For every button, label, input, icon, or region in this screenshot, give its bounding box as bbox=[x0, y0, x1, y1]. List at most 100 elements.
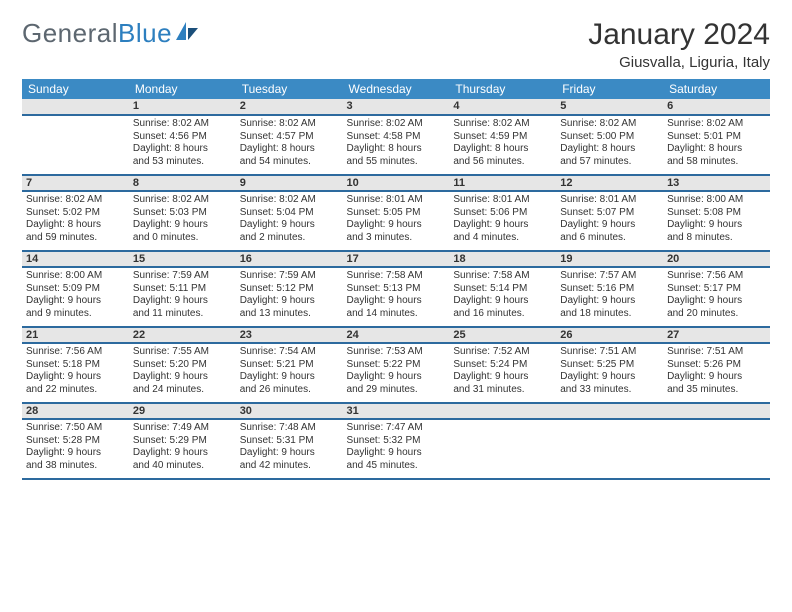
day-info: Sunrise: 8:01 AMSunset: 5:07 PMDaylight:… bbox=[556, 192, 663, 250]
day-info-cell: Sunrise: 8:01 AMSunset: 5:07 PMDaylight:… bbox=[556, 191, 663, 251]
day-cell: 16 bbox=[236, 251, 343, 267]
day-number bbox=[22, 99, 129, 101]
info-line: Sunset: 4:59 PM bbox=[453, 131, 552, 144]
info-line: Sunrise: 8:01 AM bbox=[560, 194, 659, 207]
weekday-header: Friday bbox=[556, 79, 663, 99]
day-info-cell: Sunrise: 8:02 AMSunset: 4:57 PMDaylight:… bbox=[236, 115, 343, 175]
day-info: Sunrise: 7:53 AMSunset: 5:22 PMDaylight:… bbox=[343, 344, 450, 402]
info-line: Sunset: 4:57 PM bbox=[240, 131, 339, 144]
day-info-cell: Sunrise: 7:59 AMSunset: 5:11 PMDaylight:… bbox=[129, 267, 236, 327]
day-number: 3 bbox=[343, 99, 450, 113]
weekday-header: Wednesday bbox=[343, 79, 450, 99]
day-info-cell: Sunrise: 8:02 AMSunset: 5:03 PMDaylight:… bbox=[129, 191, 236, 251]
day-number: 13 bbox=[663, 176, 770, 190]
info-line: Daylight: 9 hours bbox=[347, 447, 446, 460]
info-line: Sunset: 5:06 PM bbox=[453, 207, 552, 220]
day-cell bbox=[663, 403, 770, 419]
weekday-header-row: SundayMondayTuesdayWednesdayThursdayFrid… bbox=[22, 79, 770, 99]
day-number: 14 bbox=[22, 252, 129, 266]
daynum-row: 78910111213 bbox=[22, 175, 770, 191]
day-info-cell: Sunrise: 7:56 AMSunset: 5:17 PMDaylight:… bbox=[663, 267, 770, 327]
info-line: and 58 minutes. bbox=[667, 156, 766, 169]
info-line: and 31 minutes. bbox=[453, 384, 552, 397]
info-line: Sunrise: 8:01 AM bbox=[453, 194, 552, 207]
day-info: Sunrise: 7:52 AMSunset: 5:24 PMDaylight:… bbox=[449, 344, 556, 402]
day-number: 9 bbox=[236, 176, 343, 190]
day-info bbox=[22, 116, 129, 124]
daynum-row: 21222324252627 bbox=[22, 327, 770, 343]
info-line: Daylight: 9 hours bbox=[560, 295, 659, 308]
info-line: Sunrise: 7:56 AM bbox=[667, 270, 766, 283]
info-line: Daylight: 9 hours bbox=[347, 295, 446, 308]
day-info-cell bbox=[663, 419, 770, 479]
day-cell: 8 bbox=[129, 175, 236, 191]
day-number: 6 bbox=[663, 99, 770, 113]
info-line: Sunset: 5:00 PM bbox=[560, 131, 659, 144]
day-cell: 5 bbox=[556, 99, 663, 115]
info-line: Sunrise: 7:47 AM bbox=[347, 422, 446, 435]
info-line: Sunset: 5:05 PM bbox=[347, 207, 446, 220]
day-cell: 24 bbox=[343, 327, 450, 343]
day-cell: 31 bbox=[343, 403, 450, 419]
info-line: Daylight: 8 hours bbox=[347, 143, 446, 156]
day-info-cell: Sunrise: 7:53 AMSunset: 5:22 PMDaylight:… bbox=[343, 343, 450, 403]
info-line: Sunrise: 7:53 AM bbox=[347, 346, 446, 359]
day-info-cell: Sunrise: 7:55 AMSunset: 5:20 PMDaylight:… bbox=[129, 343, 236, 403]
day-info: Sunrise: 7:51 AMSunset: 5:26 PMDaylight:… bbox=[663, 344, 770, 402]
day-info-cell: Sunrise: 7:58 AMSunset: 5:13 PMDaylight:… bbox=[343, 267, 450, 327]
day-number: 10 bbox=[343, 176, 450, 190]
info-line: Sunrise: 7:56 AM bbox=[26, 346, 125, 359]
info-line: Sunrise: 8:02 AM bbox=[667, 118, 766, 131]
day-info: Sunrise: 7:47 AMSunset: 5:32 PMDaylight:… bbox=[343, 420, 450, 478]
day-info-cell: Sunrise: 8:01 AMSunset: 5:06 PMDaylight:… bbox=[449, 191, 556, 251]
day-cell: 28 bbox=[22, 403, 129, 419]
weekday-header: Tuesday bbox=[236, 79, 343, 99]
info-line: Daylight: 9 hours bbox=[26, 447, 125, 460]
info-line: Sunrise: 7:50 AM bbox=[26, 422, 125, 435]
info-line: Sunrise: 8:02 AM bbox=[26, 194, 125, 207]
info-line: Sunset: 5:21 PM bbox=[240, 359, 339, 372]
day-info-cell: Sunrise: 7:50 AMSunset: 5:28 PMDaylight:… bbox=[22, 419, 129, 479]
day-number: 27 bbox=[663, 328, 770, 342]
info-line: Sunrise: 7:49 AM bbox=[133, 422, 232, 435]
info-line: and 4 minutes. bbox=[453, 232, 552, 245]
info-line: Daylight: 9 hours bbox=[667, 295, 766, 308]
info-line: Sunrise: 8:00 AM bbox=[667, 194, 766, 207]
day-number bbox=[663, 404, 770, 406]
info-row: Sunrise: 8:00 AMSunset: 5:09 PMDaylight:… bbox=[22, 267, 770, 327]
info-line: Sunset: 5:13 PM bbox=[347, 283, 446, 296]
day-info: Sunrise: 8:02 AMSunset: 4:59 PMDaylight:… bbox=[449, 116, 556, 174]
day-cell: 30 bbox=[236, 403, 343, 419]
info-line: Sunrise: 7:52 AM bbox=[453, 346, 552, 359]
day-info-cell: Sunrise: 7:48 AMSunset: 5:31 PMDaylight:… bbox=[236, 419, 343, 479]
location: Giusvalla, Liguria, Italy bbox=[588, 54, 770, 71]
day-number: 25 bbox=[449, 328, 556, 342]
day-cell: 13 bbox=[663, 175, 770, 191]
day-cell: 6 bbox=[663, 99, 770, 115]
day-info: Sunrise: 7:50 AMSunset: 5:28 PMDaylight:… bbox=[22, 420, 129, 478]
info-line: and 57 minutes. bbox=[560, 156, 659, 169]
info-line: Sunset: 5:07 PM bbox=[560, 207, 659, 220]
day-cell: 20 bbox=[663, 251, 770, 267]
info-line: Sunset: 4:56 PM bbox=[133, 131, 232, 144]
day-info: Sunrise: 8:02 AMSunset: 5:01 PMDaylight:… bbox=[663, 116, 770, 174]
day-info-cell: Sunrise: 8:02 AMSunset: 5:02 PMDaylight:… bbox=[22, 191, 129, 251]
day-info: Sunrise: 8:01 AMSunset: 5:05 PMDaylight:… bbox=[343, 192, 450, 250]
day-info-cell: Sunrise: 7:51 AMSunset: 5:25 PMDaylight:… bbox=[556, 343, 663, 403]
day-cell: 11 bbox=[449, 175, 556, 191]
day-info: Sunrise: 7:51 AMSunset: 5:25 PMDaylight:… bbox=[556, 344, 663, 402]
info-line: and 42 minutes. bbox=[240, 460, 339, 473]
day-info: Sunrise: 8:02 AMSunset: 4:56 PMDaylight:… bbox=[129, 116, 236, 174]
info-line: and 20 minutes. bbox=[667, 308, 766, 321]
day-cell bbox=[22, 99, 129, 115]
info-line: Daylight: 9 hours bbox=[453, 371, 552, 384]
title-block: January 2024 Giusvalla, Liguria, Italy bbox=[588, 18, 770, 71]
info-line: Sunset: 5:17 PM bbox=[667, 283, 766, 296]
day-cell: 15 bbox=[129, 251, 236, 267]
day-number: 26 bbox=[556, 328, 663, 342]
info-line: Sunset: 5:08 PM bbox=[667, 207, 766, 220]
day-info bbox=[449, 420, 556, 428]
info-line: Sunset: 5:12 PM bbox=[240, 283, 339, 296]
info-line: Sunset: 5:02 PM bbox=[26, 207, 125, 220]
day-info-cell: Sunrise: 8:02 AMSunset: 4:58 PMDaylight:… bbox=[343, 115, 450, 175]
